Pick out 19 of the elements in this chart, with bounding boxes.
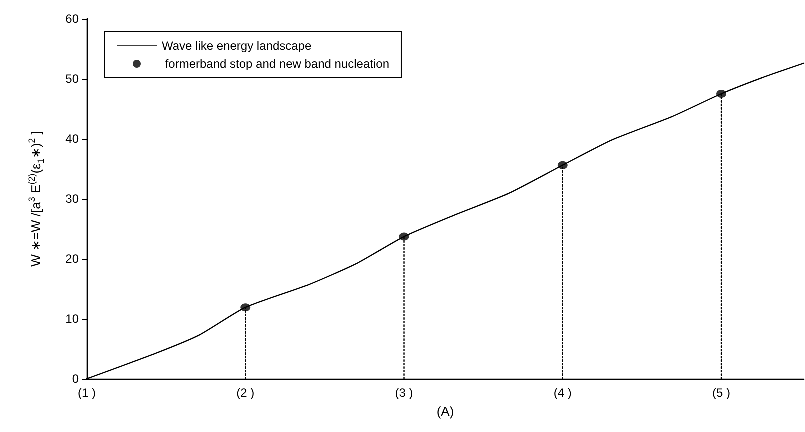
- y-tick-label: 0: [72, 372, 80, 386]
- y-tick-label: 50: [66, 72, 80, 86]
- x-tick-label: (2 ): [236, 386, 255, 400]
- point: [716, 90, 727, 98]
- x-tick-label: (3 ): [395, 386, 414, 400]
- x-tick-label: (5 ): [712, 386, 731, 400]
- x-tick-label: (1 ): [78, 386, 96, 400]
- y-tick-label: 30: [66, 192, 80, 206]
- point: [240, 304, 251, 312]
- legend-label: Wave like energy landscape: [162, 39, 312, 53]
- point: [399, 232, 410, 241]
- x-tick-label: (4 ): [554, 386, 572, 400]
- y-tick-label: 20: [66, 252, 80, 266]
- legend-label: formerband stop and new band nucleation: [162, 57, 390, 71]
- y-tick-label: 10: [66, 312, 80, 326]
- x-axis-title: (A): [436, 404, 454, 419]
- point: [558, 161, 568, 170]
- y-tick-label: 60: [66, 12, 80, 26]
- y-tick-label: 40: [66, 132, 80, 146]
